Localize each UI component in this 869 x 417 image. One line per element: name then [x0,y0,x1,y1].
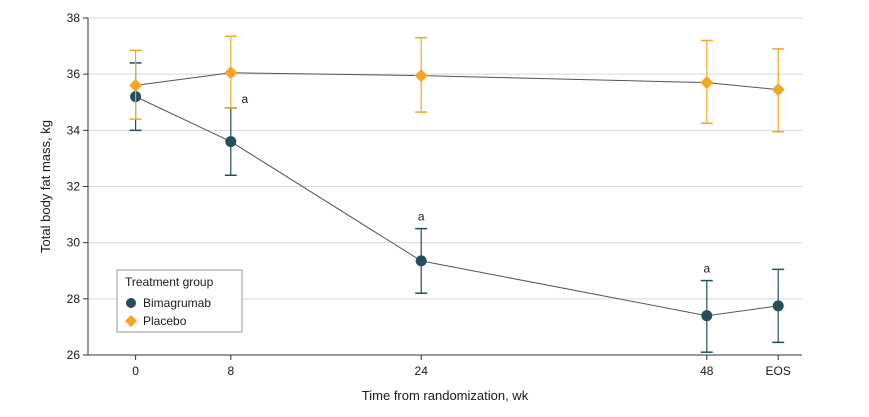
x-tick-label-8: 8 [227,364,234,378]
axes: 26 28 30 32 34 36 38 0 8 24 48 EOS [67,11,802,378]
placebo-point [224,66,238,80]
legend-label-bimagrumab: Bimagrumab [143,296,211,310]
x-axis-title: Time from randomization, wk [362,388,529,403]
x-tick-label-0: 0 [132,364,139,378]
y-axis-title: Total body fat mass, kg [38,120,53,253]
bimagrumab-point [415,255,427,267]
bimagrumab-point [701,310,713,322]
placebo-point [414,69,428,83]
y-tick-label-30: 30 [67,236,81,250]
legend-title: Treatment group [125,275,214,289]
x-tick-label-EOS: EOS [766,364,791,378]
bimagrumab-point [772,300,784,312]
significance-annotation: a [418,210,425,224]
y-tick-label-38: 38 [67,11,81,25]
y-tick-label-26: 26 [67,348,81,362]
placebo-point [771,83,785,97]
x-tick-label-48: 48 [700,364,714,378]
legend-marker-placebo [125,315,137,327]
y-tick-label-32: 32 [67,180,81,194]
legend-label-placebo: Placebo [143,314,187,328]
y-tick-label-34: 34 [67,123,81,137]
legend-marker-bimagrumab [126,298,136,308]
y-tick-label-36: 36 [67,67,81,81]
series-layer [129,35,785,353]
y-tick-label-28: 28 [67,292,81,306]
placebo-point [129,78,143,92]
legend: Treatment group Bimagrumab Placebo [116,269,243,333]
placebo-point [700,76,714,90]
gridlines [88,17,802,300]
legend-box [116,269,243,333]
annotations: a a a [241,92,710,276]
significance-annotation: a [703,262,710,276]
bimagrumab-point [225,136,237,148]
significance-annotation: a [241,92,248,106]
x-tick-label-24: 24 [415,364,429,378]
